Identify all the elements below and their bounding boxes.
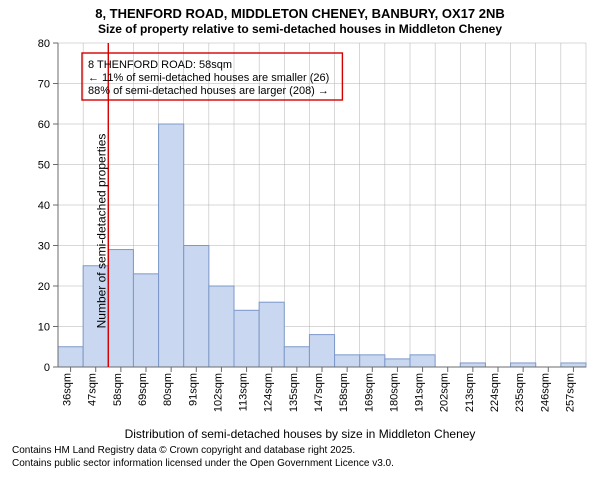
bar — [335, 355, 360, 367]
title-line-1: 8, THENFORD ROAD, MIDDLETON CHENEY, BANB… — [0, 6, 600, 22]
bar — [360, 355, 385, 367]
svg-text:224sqm: 224sqm — [489, 373, 501, 412]
bar — [259, 302, 284, 367]
svg-text:60: 60 — [38, 119, 50, 131]
svg-text:58sqm: 58sqm — [112, 373, 124, 406]
bar — [410, 355, 435, 367]
svg-text:147sqm: 147sqm — [313, 373, 325, 412]
svg-text:180sqm: 180sqm — [388, 373, 400, 412]
svg-text:20: 20 — [38, 281, 50, 293]
svg-text:69sqm: 69sqm — [137, 373, 149, 406]
chart-titles: 8, THENFORD ROAD, MIDDLETON CHENEY, BANB… — [0, 0, 600, 37]
bar — [234, 311, 259, 368]
svg-text:213sqm: 213sqm — [464, 373, 476, 412]
chart-container: Number of semi-detached properties 0 10 20… — [0, 37, 600, 425]
x-axis-label: Distribution of semi-detached houses by … — [0, 427, 600, 441]
bar — [561, 363, 586, 367]
svg-text:40: 40 — [38, 200, 50, 212]
bar — [309, 335, 334, 367]
bar — [133, 274, 158, 367]
histogram-chart: 0 10 20 30 40 50 60 70 80 36sqm 47sqm 58sqm 69sqm 80s… — [0, 37, 600, 425]
footer-line-1: Contains HM Land Registry data © Crown c… — [12, 445, 588, 458]
annotation-line: 88% of semi-detached houses are larger (… — [88, 85, 329, 97]
svg-text:113sqm: 113sqm — [238, 373, 250, 411]
bar — [108, 250, 133, 367]
bar — [159, 124, 184, 367]
bar — [58, 347, 83, 367]
svg-text:36sqm: 36sqm — [62, 373, 74, 406]
svg-text:235sqm: 235sqm — [514, 373, 526, 412]
svg-text:124sqm: 124sqm — [263, 373, 275, 412]
svg-text:191sqm: 191sqm — [414, 373, 426, 412]
title-line-2: Size of property relative to semi-detach… — [0, 22, 600, 37]
footer-line-2: Contains public sector information licen… — [12, 458, 588, 471]
svg-text:257sqm: 257sqm — [564, 373, 576, 412]
annotation-line: 8 THENFORD ROAD: 58sqm — [88, 59, 232, 71]
svg-text:202sqm: 202sqm — [439, 373, 451, 412]
annotation-line: ← 11% of semi-detached houses are smalle… — [88, 72, 329, 84]
svg-text:30: 30 — [38, 241, 50, 253]
svg-text:50: 50 — [38, 160, 50, 172]
footer-attribution: Contains HM Land Registry data © Crown c… — [12, 445, 588, 470]
bar — [385, 359, 410, 367]
svg-text:10: 10 — [38, 322, 50, 334]
svg-text:246sqm: 246sqm — [539, 373, 551, 412]
y-axis-label: Number of semi-detached properties — [94, 134, 108, 329]
svg-text:135sqm: 135sqm — [288, 373, 300, 412]
svg-text:80sqm: 80sqm — [162, 373, 174, 406]
svg-text:47sqm: 47sqm — [87, 373, 99, 406]
svg-text:91sqm: 91sqm — [187, 373, 199, 406]
svg-text:169sqm: 169sqm — [363, 373, 375, 412]
svg-text:70: 70 — [38, 79, 50, 91]
bar — [460, 363, 485, 367]
bar — [184, 246, 209, 368]
svg-text:158sqm: 158sqm — [338, 373, 350, 412]
bar — [511, 363, 536, 367]
svg-text:0: 0 — [44, 362, 50, 374]
bar — [284, 347, 309, 367]
svg-text:102sqm: 102sqm — [212, 373, 224, 412]
bar — [209, 286, 234, 367]
svg-text:80: 80 — [38, 38, 50, 50]
